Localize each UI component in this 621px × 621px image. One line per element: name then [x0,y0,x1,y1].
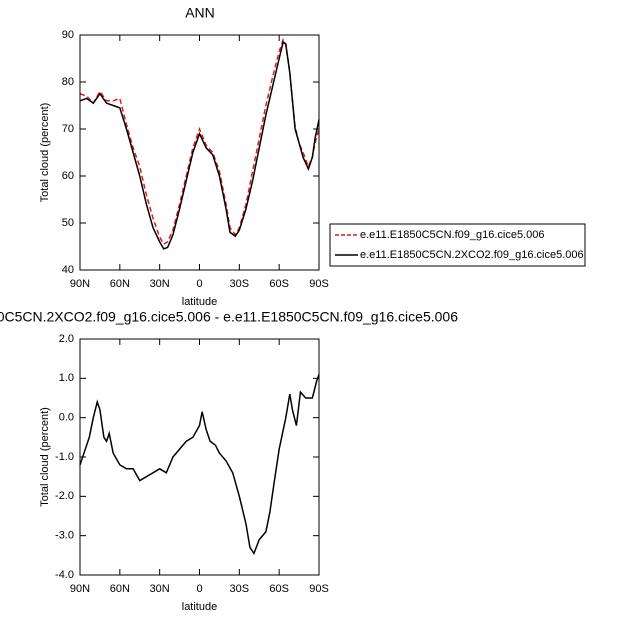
x-tick-label: 60S [269,583,289,595]
x-axis-label: latitude [182,601,217,613]
x-tick-label: 0 [196,583,202,595]
y-tick-label: 40 [62,264,74,276]
x-tick-label: 60N [110,583,130,595]
x-tick-label: 90N [70,583,90,595]
series-line [79,37,320,246]
series-line [79,374,320,555]
x-tick-label: 30N [150,278,170,290]
chart-title: 50C5CN.2XCO2.f09_g16.cice5.006 - e.e11.E… [0,309,458,325]
series-line [79,40,320,250]
legend-box [329,223,586,267]
x-axis-label: latitude [182,296,217,308]
y-tick-label: -3.0 [55,530,74,542]
x-tick-label: 0 [196,278,202,290]
x-tick-label: 90S [309,583,329,595]
y-tick-label: -4.0 [55,569,74,581]
y-tick-label: 0.0 [59,412,74,424]
y-axis-label: Total cloud (percent) [39,103,51,203]
legend-label: e.e11.E1850C5CN.2XCO2.f09_g16.cice5.006 [360,249,584,261]
x-tick-label: 90N [70,278,90,290]
y-tick-label: 90 [62,29,74,41]
x-tick-label: 60N [110,278,130,290]
y-axis-label: Total cloud (percent) [39,407,51,507]
legend-label: e.e11.E1850C5CN.f09_g16.cice5.006 [360,229,545,241]
y-tick-label: 70 [62,123,74,135]
y-tick-label: -2.0 [55,490,74,502]
y-tick-label: -1.0 [55,451,74,463]
x-tick-label: 30S [230,583,250,595]
chart-title: ANN [185,5,215,21]
y-tick-label: 1.0 [59,372,74,384]
x-tick-label: 90S [309,278,329,290]
plot-frame [79,34,320,271]
y-tick-label: 60 [62,170,74,182]
y-tick-label: 80 [62,76,74,88]
x-tick-label: 30N [150,583,170,595]
x-tick-label: 30S [230,278,250,290]
y-tick-label: 2.0 [59,333,74,345]
plot-frame [79,338,320,576]
x-tick-label: 60S [269,278,289,290]
y-tick-label: 50 [62,217,74,229]
